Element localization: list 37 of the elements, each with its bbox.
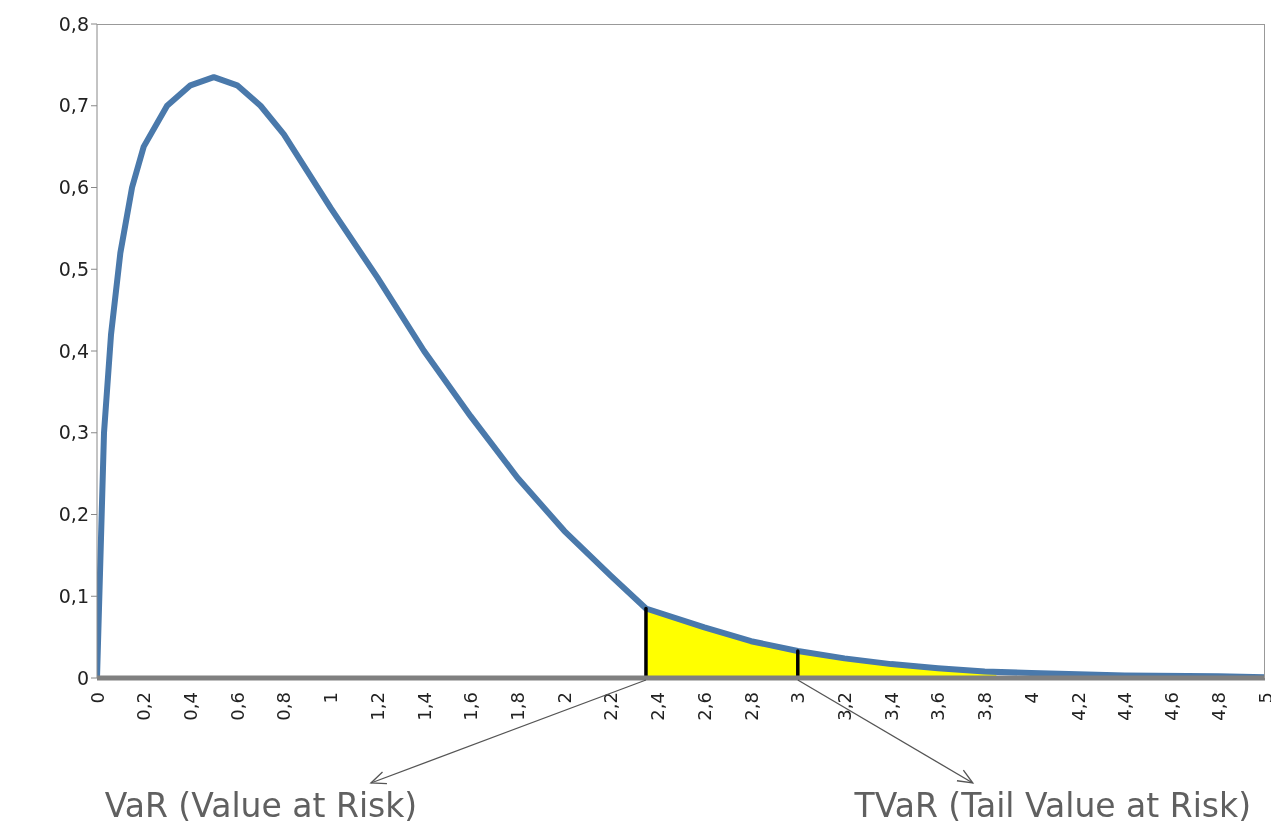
y-tick-label: 0,6 [58, 176, 89, 199]
x-tick-label: 3,2 [834, 692, 856, 721]
x-tick-label: 1 [320, 692, 342, 704]
y-tick-label: 0,4 [58, 339, 89, 362]
x-tick-label: 2 [553, 692, 575, 704]
x-tick-label: 2,6 [693, 692, 715, 721]
x-tick-label: 0 [86, 692, 108, 704]
x-tick-label: 3 [787, 692, 809, 704]
x-tick-label: 4,2 [1067, 692, 1089, 721]
x-tick-label: 2,8 [740, 692, 762, 721]
x-tick-label: 2,4 [647, 692, 669, 721]
y-tick-label: 0,3 [58, 421, 89, 444]
y-tick-label: 0,1 [58, 584, 89, 607]
x-tick-label: 3,6 [927, 692, 949, 721]
x-tick-label: 4 [1020, 692, 1042, 704]
x-tick-label: 1,4 [413, 692, 435, 721]
y-tick-label: 0,7 [58, 94, 89, 117]
annotation: TVaR (Tail Value at Risk) [853, 786, 1253, 825]
x-tick-label: 2,2 [600, 692, 622, 721]
x-tick-label: 0,2 [133, 692, 155, 721]
x-tick-label: 4,4 [1114, 692, 1136, 721]
annotation: VaR (Value at Risk) [103, 786, 419, 825]
x-tick-label: 0,4 [179, 692, 201, 721]
x-tick-label: 3,8 [974, 692, 996, 721]
y-tick-label: 0,5 [58, 257, 89, 280]
y-tick-label: 0,8 [58, 12, 89, 35]
x-tick-label: 5 [1254, 692, 1276, 704]
x-tick-label: 1,8 [506, 692, 528, 721]
x-tick-label: 1,2 [366, 692, 388, 721]
x-tick-label: 0,6 [226, 692, 248, 721]
x-tick-label: 1,6 [460, 692, 482, 721]
x-tick-label: 4,8 [1207, 692, 1229, 721]
y-tick-label: 0 [76, 666, 89, 689]
x-tick-label: 4,6 [1161, 692, 1183, 721]
y-tick-label: 0,2 [58, 503, 89, 526]
x-tick-label: 0,8 [273, 692, 295, 721]
x-tick-label: 3,4 [880, 692, 902, 721]
